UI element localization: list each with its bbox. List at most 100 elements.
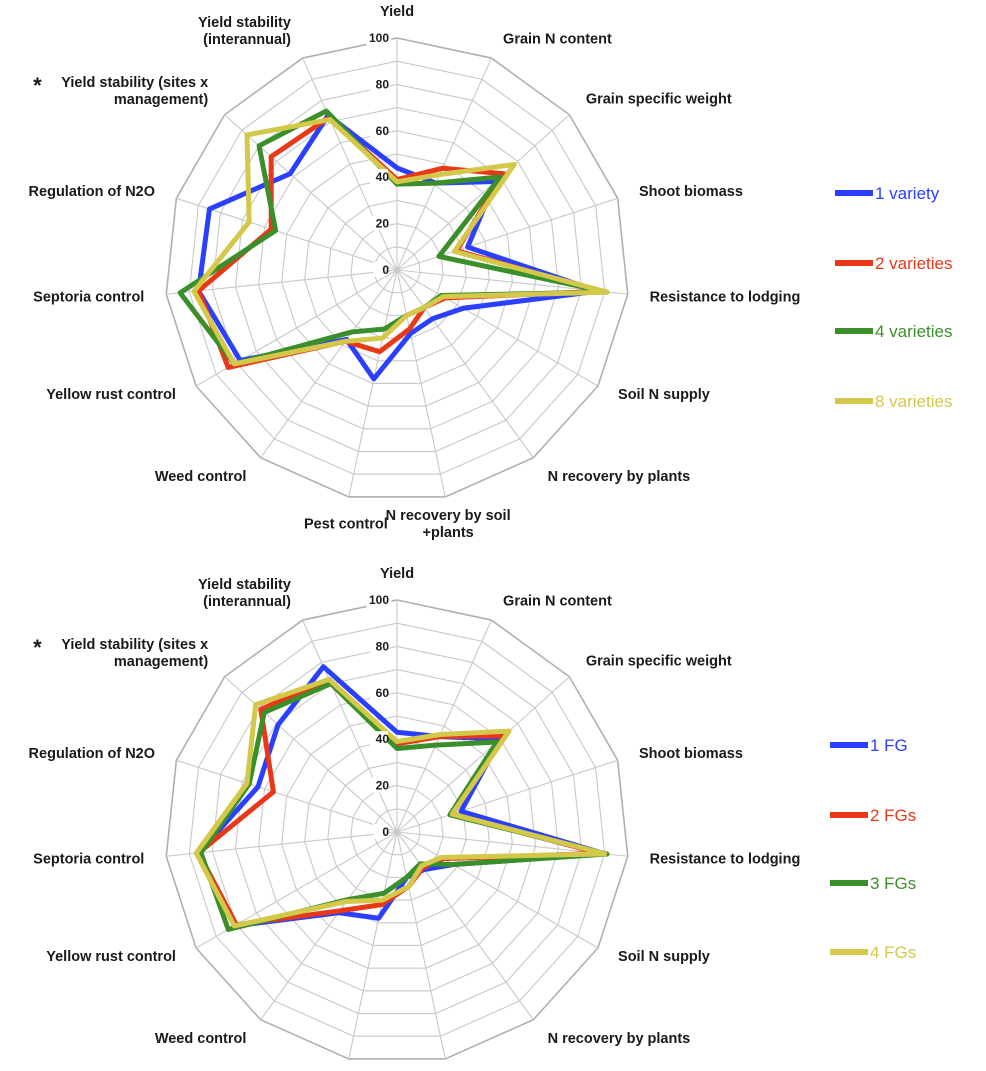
axis-label: Regulation of N2O [29, 184, 155, 200]
spoke [396, 831, 446, 1060]
grid-ring-90 [188, 60, 606, 475]
axis-label-line: Yield stability [198, 577, 291, 593]
spoke [224, 114, 398, 271]
tick-label-bg [370, 169, 388, 185]
grid-ring-60 [258, 692, 536, 969]
spoke [166, 269, 398, 295]
grid-ring-20 [350, 223, 444, 316]
grid-ring-90 [188, 622, 606, 1037]
tick-label-bg [366, 592, 392, 607]
tick-label: 80 [376, 77, 390, 91]
tick-label-bg [370, 215, 388, 231]
tick-label: 20 [376, 779, 390, 793]
grid-ring-80 [211, 645, 583, 1015]
grid-ring-10 [373, 246, 421, 294]
asterisk-marker: * [33, 73, 42, 98]
tick-label-bg [373, 262, 385, 277]
spoke [166, 831, 398, 857]
spoke [396, 676, 570, 833]
spoke [176, 197, 398, 271]
spoke [396, 269, 446, 498]
axis-label-line: Soil N supply [618, 949, 710, 965]
legend-label: 2 FGs [870, 806, 916, 825]
axis-label: Resistance to lodging [650, 852, 801, 868]
legend-label: 1 variety [875, 184, 940, 203]
axis-label-line: Grain N content [503, 31, 612, 47]
grid-ring-50 [281, 715, 513, 947]
spoke [176, 759, 398, 833]
axis-label-line: Pest control [304, 517, 388, 533]
axis-label-line: Yield [380, 4, 414, 20]
spoke [224, 676, 398, 833]
axis-label-line: Regulation of N2O [29, 184, 155, 200]
axis-label: Resistance to lodging [650, 290, 801, 306]
grid-ring-70 [234, 669, 560, 992]
axis-label: Septoria control [33, 852, 144, 868]
spoke [396, 197, 618, 271]
axis-label-line: Yield stability (sites x [61, 637, 208, 653]
spoke [302, 619, 398, 833]
grid-ring-20 [350, 785, 444, 878]
axis-label: Yellow rust control [46, 949, 176, 965]
axis-label: Yield [380, 566, 414, 582]
series-line-4 [193, 676, 608, 929]
tick-label: 80 [376, 639, 390, 653]
axis-label: Yield stability (interannual) [198, 577, 291, 610]
axis-label-line: N recovery by plants [548, 469, 691, 485]
axis-label: Soil N supply [618, 949, 710, 965]
axis-label-line: Shoot biomass [639, 184, 743, 200]
spoke [396, 114, 570, 271]
tick-label: 60 [376, 124, 390, 138]
axis-label-line: (interannual) [203, 32, 291, 48]
tick-label-bg [370, 638, 388, 654]
spoke [396, 57, 492, 271]
spoke [302, 57, 398, 271]
axis-label: Shoot biomass [639, 746, 743, 762]
axis-label-line: Yield stability (sites x [61, 75, 208, 91]
tick-label-bg [366, 30, 392, 45]
axis-label: Grain N content [503, 593, 612, 609]
spoke [396, 269, 599, 387]
tick-label: 100 [369, 593, 389, 607]
axis-label-line: management) [114, 654, 208, 670]
grid-ring-100 [165, 599, 629, 1060]
axis-label: Grain N content [503, 31, 612, 47]
axis-label-line: Grain specific weight [586, 653, 732, 669]
tick-label: 40 [376, 170, 390, 184]
axis-label-line: Septoria control [33, 852, 144, 868]
axis-label: Shoot biomass [639, 184, 743, 200]
spoke [396, 759, 618, 833]
axis-label-line: +plants [423, 525, 474, 541]
radar-chart-1: 0 20 40 60 80 100 Yield Grain N content Grain sp… [29, 4, 953, 541]
axis-label-line: Yield stability [198, 15, 291, 31]
tick-label-bg [370, 777, 388, 793]
legend-label: 2 varieties [875, 254, 952, 273]
axis-label: Pest control [304, 517, 388, 533]
tick-label-bg [373, 824, 385, 839]
legend-label: 1 FG [870, 736, 908, 755]
legend-label: 4 varieties [875, 322, 952, 341]
axis-label-line: Yellow rust control [46, 387, 176, 403]
axis-label: Yield stability (sites x management) [61, 637, 208, 670]
axis-label-line: Resistance to lodging [650, 290, 801, 306]
spoke [396, 269, 534, 459]
axis-label-line: Resistance to lodging [650, 852, 801, 868]
spoke [348, 831, 398, 1060]
grid-ring-70 [234, 107, 560, 430]
axis-label: Soil N supply [618, 387, 710, 403]
axis-label-line: Weed control [155, 1031, 247, 1047]
axis-label: N recovery by plants [548, 1031, 691, 1047]
tick-label-bg [370, 731, 388, 747]
axis-label: N recovery by plants [548, 469, 691, 485]
grid-ring-100 [165, 37, 629, 498]
tick-label-bg [370, 122, 388, 138]
axis-label-line: Grain specific weight [586, 91, 732, 107]
axis-label-line: Grain N content [503, 593, 612, 609]
spoke [348, 269, 398, 498]
axis-label: Grain specific weight [586, 653, 732, 669]
tick-label-bg [370, 684, 388, 700]
tick-label: 40 [376, 732, 390, 746]
spoke [260, 831, 398, 1021]
grid-ring-10 [373, 808, 421, 856]
